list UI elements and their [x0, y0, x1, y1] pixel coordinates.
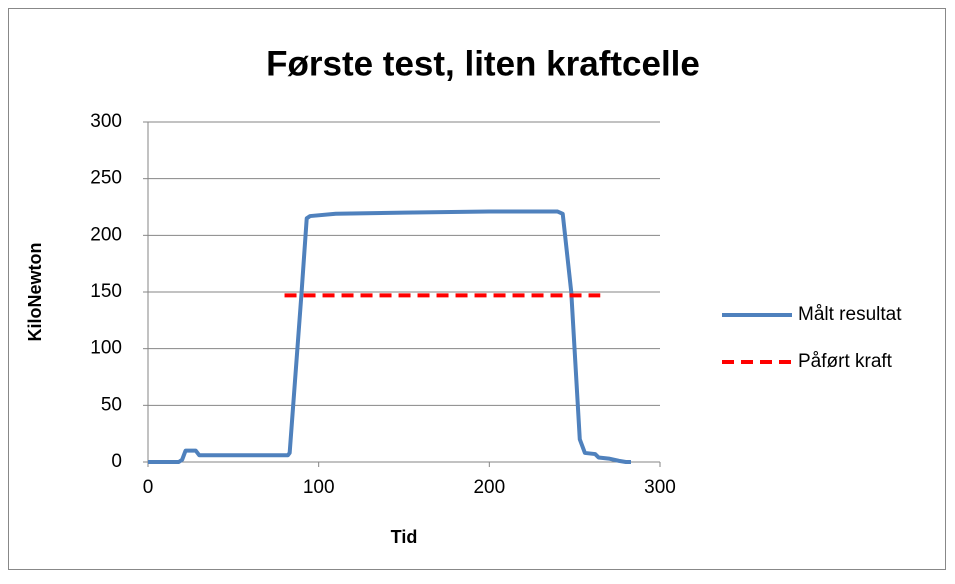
y-tick-label: 150 [90, 281, 122, 302]
y-axis-label: KiloNewton [25, 243, 45, 342]
x-tick-label: 300 [644, 477, 676, 498]
y-tick-label: 250 [90, 168, 122, 189]
x-tick-label: 100 [303, 477, 335, 498]
x-axis-label: Tid [391, 527, 418, 547]
series-line [148, 209, 631, 464]
y-tick-label: 50 [101, 394, 122, 415]
chart-title: Første test, liten kraftcelle [266, 44, 700, 83]
legend-label: Målt resultat [798, 304, 902, 325]
x-tick-label: 200 [473, 477, 505, 498]
x-tick-label: 0 [143, 477, 154, 498]
chart-frame [8, 8, 946, 570]
y-tick-label: 300 [90, 111, 122, 132]
y-tick-label: 100 [90, 338, 122, 359]
y-tick-label: 0 [111, 451, 122, 472]
legend-label: Påført kraft [798, 351, 893, 372]
y-tick-label: 200 [90, 224, 122, 245]
